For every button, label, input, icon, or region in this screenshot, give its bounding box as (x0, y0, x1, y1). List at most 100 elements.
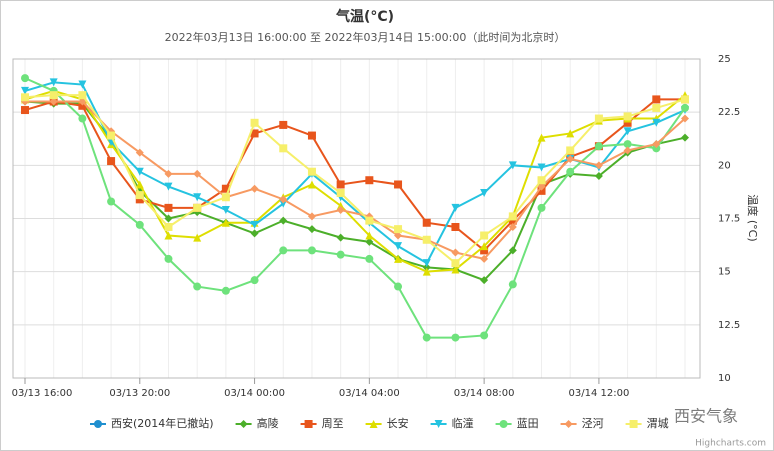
y-tick-label: 15 (718, 267, 731, 278)
marker (336, 180, 345, 189)
marker (566, 154, 575, 163)
marker (250, 184, 259, 193)
marker (279, 144, 288, 153)
legend-label: 蓝田 (517, 417, 539, 430)
y-tick-label: 22.5 (718, 107, 740, 118)
marker (629, 420, 638, 428)
marker (623, 127, 632, 136)
marker (480, 254, 489, 263)
marker (394, 225, 403, 234)
marker (78, 80, 87, 89)
x-tick-label: 03/14 04:00 (339, 388, 400, 399)
marker (508, 223, 517, 232)
marker (537, 182, 546, 191)
marker (164, 203, 173, 212)
x-tick-label: 03/14 00:00 (224, 388, 285, 399)
marker (422, 267, 431, 276)
legend-label: 渭城 (647, 417, 669, 430)
y-tick-label: 12.5 (718, 320, 740, 331)
marker (451, 259, 460, 268)
legend-item: 临潼 (430, 416, 474, 430)
marker (221, 205, 230, 214)
y-tick-label: 20 (718, 160, 731, 171)
marker (164, 223, 173, 232)
marker (49, 91, 58, 100)
marker (135, 191, 144, 200)
series-line (24, 89, 686, 273)
marker (451, 265, 460, 274)
marker (480, 188, 489, 197)
marker (537, 176, 546, 185)
marker (135, 167, 144, 176)
marker (451, 248, 460, 257)
marker (21, 74, 29, 83)
marker (508, 212, 517, 221)
marker (566, 146, 575, 155)
marker (250, 129, 259, 138)
marker (164, 182, 173, 191)
marker (78, 114, 87, 123)
marker (250, 118, 259, 127)
marker (164, 231, 173, 240)
marker (451, 203, 460, 212)
marker (107, 157, 116, 166)
marker (304, 420, 313, 428)
marker (594, 171, 603, 180)
marker (434, 420, 443, 428)
marker (394, 231, 403, 240)
legend-item: 泾河 (560, 417, 604, 430)
marker (193, 233, 202, 242)
plot-border (12, 58, 701, 379)
x-tick-label: 03/14 08:00 (454, 388, 515, 399)
marker (21, 106, 29, 115)
x-tick-label: 03/14 12:00 (568, 388, 629, 399)
marker (681, 103, 689, 112)
marker (193, 169, 202, 178)
marker (623, 112, 632, 121)
credits: Highcharts.com (695, 439, 766, 449)
marker (508, 246, 517, 255)
marker (336, 201, 345, 210)
marker (681, 133, 689, 142)
legend-label: 周至 (322, 417, 344, 430)
marker (78, 91, 87, 100)
legend-item: 长安 (365, 416, 409, 430)
marker (164, 169, 173, 178)
marker (250, 229, 259, 238)
chart-title: 气温(°C) (335, 8, 394, 25)
chart-subtitle: 2022年03月13日 16:00:00 至 2022年03月14日 15:00… (165, 30, 566, 44)
marker (537, 203, 546, 212)
marker (422, 259, 431, 268)
marker (307, 180, 316, 189)
marker (480, 231, 489, 240)
marker (365, 231, 374, 240)
legend-item: 周至 (300, 417, 344, 430)
y-axis-title: 温度 (°C) (746, 194, 760, 241)
marker (564, 420, 573, 428)
legend-item: 蓝田 (495, 417, 539, 430)
marker (135, 220, 144, 229)
marker (480, 276, 489, 285)
marker (394, 282, 403, 291)
marker (594, 161, 603, 170)
series-line (24, 100, 686, 282)
marker (508, 280, 517, 289)
marker (566, 129, 575, 138)
marker (369, 420, 378, 428)
marker (107, 197, 116, 206)
marker (566, 167, 575, 176)
marker (94, 420, 102, 428)
marker (21, 86, 29, 95)
series-line (24, 77, 686, 339)
marker (221, 193, 230, 202)
marker (594, 114, 603, 123)
marker (652, 103, 661, 112)
marker (365, 176, 374, 185)
marker (422, 235, 431, 244)
x-tick-label: 03/13 16:00 (12, 388, 73, 399)
watermark: 西安气象 (674, 407, 738, 426)
marker (594, 142, 603, 151)
marker (365, 216, 374, 225)
marker (279, 246, 288, 255)
